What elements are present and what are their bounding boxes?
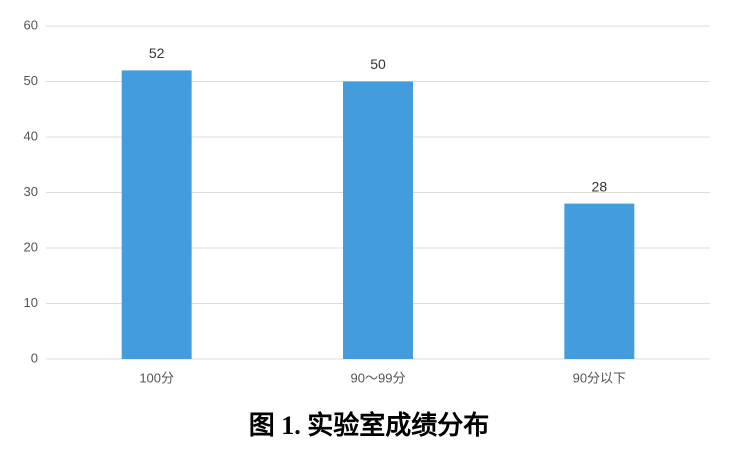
y-tick-label: 0	[31, 350, 38, 365]
bar	[343, 81, 413, 359]
y-tick-label: 60	[24, 17, 38, 32]
x-tick-label: 90～99分	[351, 370, 406, 385]
bar	[121, 70, 192, 360]
value-label: 52	[149, 45, 165, 61]
y-tick-label: 50	[24, 73, 38, 88]
x-tick-label: 90分以下	[573, 370, 626, 385]
y-tick-label: 10	[24, 295, 38, 310]
x-tick-label: 100分	[139, 370, 174, 385]
value-label: 50	[370, 56, 386, 72]
y-tick-label: 20	[24, 239, 38, 254]
y-tick-label: 40	[24, 128, 38, 143]
chart-title: 图 1. 实验室成绩分布	[249, 410, 490, 440]
value-label: 28	[592, 178, 608, 194]
y-tick-label: 30	[24, 184, 38, 199]
bar	[564, 203, 635, 359]
